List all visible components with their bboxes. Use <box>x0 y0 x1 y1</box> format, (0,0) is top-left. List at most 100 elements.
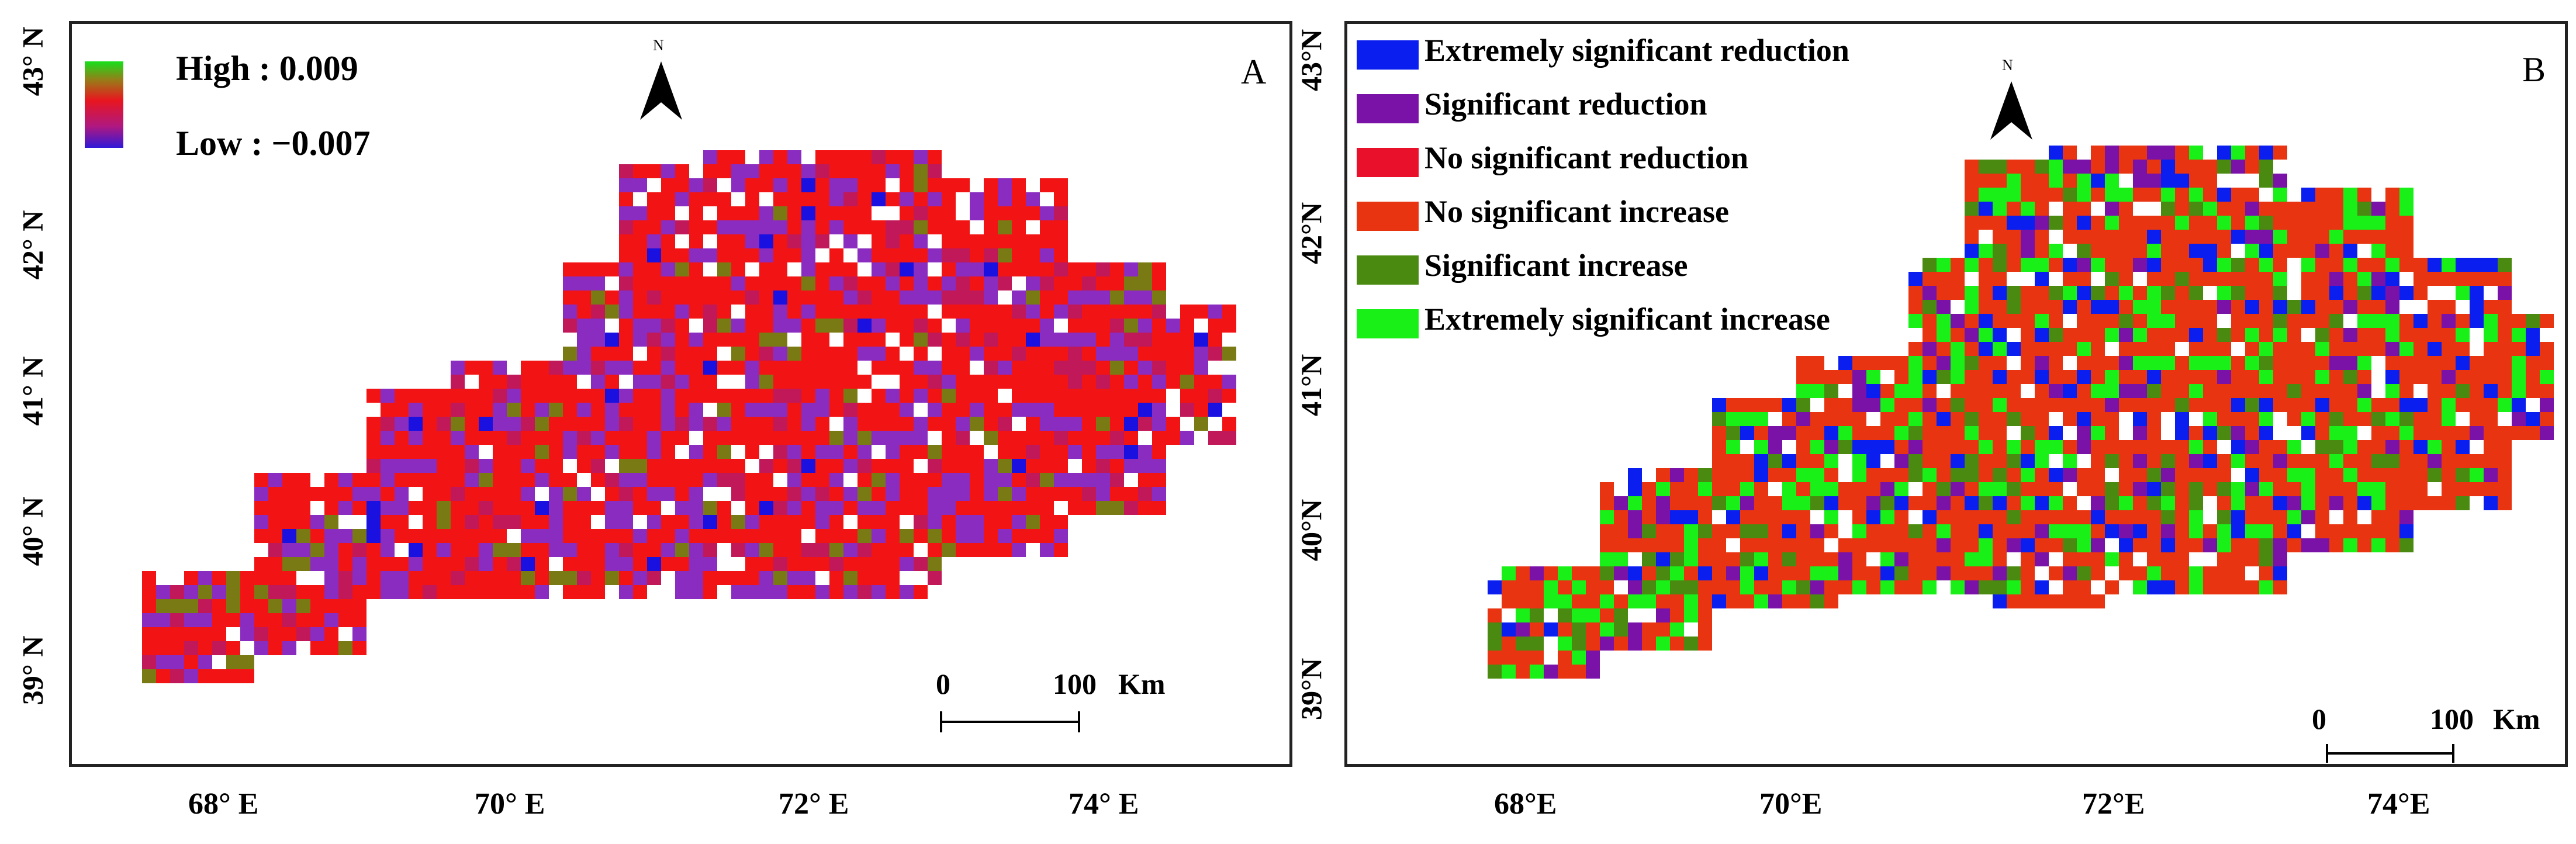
scale-bar-end: 100 <box>1053 667 1097 700</box>
raster-cell <box>970 347 984 361</box>
raster-cell <box>1712 552 1726 566</box>
raster-cell <box>787 571 801 585</box>
raster-cell <box>2091 440 2105 454</box>
raster-cell <box>2399 188 2414 202</box>
raster-cell <box>2428 258 2442 272</box>
raster-cell <box>268 571 282 585</box>
raster-cell <box>2049 244 2063 258</box>
raster-cell <box>647 571 661 585</box>
raster-cell <box>2357 384 2371 398</box>
raster-cell <box>2245 216 2259 230</box>
raster-cell <box>1530 580 1544 594</box>
raster-cell <box>2231 454 2245 468</box>
raster-cell <box>956 248 970 262</box>
raster-cell <box>437 431 451 445</box>
raster-cell <box>563 305 577 319</box>
raster-cell <box>451 501 465 515</box>
raster-cell <box>1894 356 1908 370</box>
raster-cell <box>479 417 493 431</box>
raster-cell <box>549 431 563 445</box>
raster-cell <box>914 276 928 290</box>
raster-cell <box>942 290 956 305</box>
raster-cell <box>2456 468 2470 482</box>
raster-cell <box>2357 342 2371 356</box>
raster-cell <box>1796 580 1810 594</box>
raster-cell <box>310 613 324 627</box>
raster-cell <box>759 164 773 178</box>
raster-cell <box>170 585 184 599</box>
raster-cell <box>689 290 703 305</box>
raster-cell <box>1082 445 1096 459</box>
raster-cell <box>1965 552 1979 566</box>
raster-cell <box>970 501 984 515</box>
raster-cell <box>282 529 296 543</box>
raster-cell <box>703 375 717 389</box>
raster-cell <box>2133 412 2147 426</box>
raster-cell <box>591 333 605 347</box>
raster-cell <box>2077 482 2091 496</box>
raster-cell <box>703 459 717 473</box>
raster-cell <box>2259 216 2273 230</box>
raster-cell <box>2133 188 2147 202</box>
raster-cell <box>886 543 900 557</box>
raster-cell <box>914 150 928 164</box>
raster-cell <box>2245 552 2259 566</box>
raster-cell <box>2147 412 2161 426</box>
raster-cell <box>366 389 381 403</box>
raster-cell <box>1937 398 1951 412</box>
raster-cell <box>2161 216 2175 230</box>
raster-cell <box>2077 398 2091 412</box>
raster-cell <box>423 389 437 403</box>
raster-cell <box>381 389 395 403</box>
raster-cell <box>2498 300 2512 314</box>
raster-cell <box>226 599 240 613</box>
raster-cell <box>2217 286 2231 300</box>
raster-cell <box>212 641 226 655</box>
raster-cell <box>352 543 366 557</box>
raster-cell <box>577 543 591 557</box>
raster-cell <box>703 501 717 515</box>
raster-cell <box>2315 496 2329 510</box>
raster-cell <box>2049 258 2063 272</box>
raster-cell <box>2245 510 2259 524</box>
raster-cell <box>2301 272 2315 286</box>
raster-cell <box>1979 440 1993 454</box>
raster-cell <box>2077 440 2091 454</box>
raster-cell <box>605 417 619 431</box>
raster-cell <box>689 487 703 501</box>
raster-cell <box>2077 160 2091 174</box>
raster-cell <box>2456 286 2470 300</box>
raster-cell <box>605 389 619 403</box>
legend-high-label: High : 0.009 <box>176 49 358 88</box>
raster-cell <box>675 262 689 276</box>
raster-cell <box>2526 314 2540 328</box>
raster-cell <box>1852 538 1866 552</box>
raster-cell <box>2007 398 2021 412</box>
raster-cell <box>2385 314 2399 328</box>
raster-cell <box>2175 230 2189 244</box>
raster-cell <box>886 557 900 571</box>
raster-cell <box>1726 594 1740 608</box>
raster-cell <box>703 445 717 459</box>
raster-cell <box>914 305 928 319</box>
raster-cell <box>703 515 717 529</box>
raster-cell <box>2217 496 2231 510</box>
raster-cell <box>619 473 633 487</box>
raster-cell <box>1026 515 1040 529</box>
raster-cell <box>1054 178 1068 192</box>
raster-cell <box>142 627 156 641</box>
raster-cell <box>619 585 633 599</box>
raster-cell <box>843 403 857 417</box>
raster-cell <box>2442 398 2456 412</box>
raster-cell <box>1824 552 1838 566</box>
raster-cell <box>1012 347 1026 361</box>
raster-cell <box>1768 580 1782 594</box>
raster-cell <box>900 487 914 501</box>
raster-cell <box>2470 426 2484 440</box>
raster-cell <box>2035 188 2049 202</box>
raster-cell <box>577 445 591 459</box>
raster-cell <box>1993 370 2007 384</box>
raster-cell <box>1838 580 1852 594</box>
raster-cell <box>956 305 970 319</box>
raster-cell <box>984 276 998 290</box>
